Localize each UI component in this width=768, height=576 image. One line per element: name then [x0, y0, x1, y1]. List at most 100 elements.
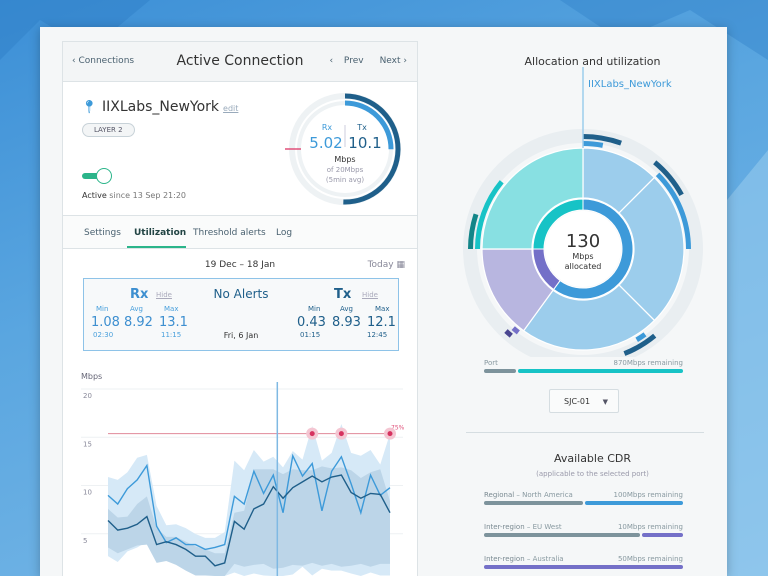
remaining-segment	[584, 501, 683, 505]
gauge-rx-value: 5.02	[309, 134, 342, 152]
cdr-label: Inter-region – EU West	[484, 523, 562, 531]
gauge-rx-label: Rx	[322, 123, 333, 132]
rx-avg-value: 8.92	[124, 315, 153, 330]
gauge-period: (5min avg)	[326, 176, 364, 184]
peak-utilization-arc	[623, 333, 657, 356]
cdr-bar: Inter-region – Australia 50Mbps remaining	[484, 555, 683, 569]
utilization-arc	[475, 180, 504, 249]
rx-max-value: 13.1	[159, 315, 188, 330]
today-button[interactable]: Today ▦	[368, 260, 405, 270]
tx-title: Tx	[334, 287, 352, 302]
threshold-label: 75%	[391, 425, 405, 432]
port-label: Port	[484, 359, 498, 367]
allocation-group-ring[interactable]	[532, 198, 584, 250]
tx-avg-value: 8.93	[332, 315, 361, 330]
next-label: Next	[379, 56, 401, 66]
peak-utilization-arc	[504, 329, 513, 338]
chart-tooltip: Rx Hide Min Avg Max 1.08 8.92 13.1 02:30…	[83, 278, 399, 351]
prev-label: Prev	[343, 56, 364, 66]
next-button[interactable]: Next ›	[379, 56, 407, 66]
active-toggle[interactable]	[82, 168, 114, 184]
alert-point[interactable]	[338, 431, 344, 437]
page-title: Active Connection	[176, 53, 304, 69]
cdr-type: Inter-region	[484, 523, 525, 531]
utilization-arc	[583, 141, 604, 148]
y-tick-label: 10	[83, 489, 92, 497]
cdr-label: Regional – North America	[484, 491, 573, 499]
peak-utilization-arc	[653, 160, 684, 197]
prev-button[interactable]: ‹ Prev	[329, 56, 364, 66]
tab-settings[interactable]: Settings	[84, 228, 121, 238]
connection-panel: ‹ Connections Active Connection ‹ Prev Ne…	[62, 41, 418, 576]
cdr-type: Inter-region	[484, 555, 525, 563]
caret-down-icon: ▼	[602, 398, 608, 406]
connection-summary: 📍︎ IIXLabs_NewYork edit LAYER 2 Active si…	[63, 82, 417, 216]
alert-point[interactable]	[309, 431, 315, 437]
remaining-segment	[641, 533, 683, 537]
y-tick-label: 20	[83, 392, 92, 400]
cdr-type: Regional	[484, 491, 515, 499]
cdr-region: North America	[522, 491, 573, 499]
gauge-tx-label: Tx	[356, 123, 367, 132]
alerts-status: No Alerts	[213, 287, 269, 301]
location-pin-icon: 📍︎	[81, 100, 98, 115]
allocation-slice[interactable]	[522, 284, 656, 351]
panel-header: ‹ Connections Active Connection ‹ Prev Ne…	[63, 42, 417, 82]
alert-point[interactable]	[387, 431, 393, 437]
allocation-slice[interactable]	[481, 147, 584, 250]
used-segment	[484, 533, 640, 537]
tx-hide-link[interactable]: Hide	[362, 291, 378, 299]
tx-line	[107, 474, 391, 567]
utilization-chart[interactable]: 5 10 15 20 75%	[63, 382, 419, 576]
tab-bar: Settings Utilization Threshold alerts Lo…	[63, 216, 417, 249]
cdr-remaining: 50Mbps remaining	[617, 555, 683, 563]
cdr-title: Available CDR	[553, 452, 632, 465]
cdr-bar: Regional – North America 100Mbps remainin…	[484, 491, 683, 505]
tx-min-time: 01:15	[300, 331, 321, 339]
date-range[interactable]: 19 Dec – 18 Jan	[204, 260, 276, 270]
utilization-arc	[635, 332, 647, 342]
remaining-segment	[517, 369, 683, 373]
cdr-remaining: 100Mbps remaining	[613, 491, 683, 499]
cdr-bar: Inter-region – EU West 10Mbps remaining	[484, 523, 683, 537]
gauge-tx-value: 10.1	[348, 134, 381, 152]
cdr-region: Australia	[532, 555, 564, 563]
rx-min-time: 02:30	[93, 331, 114, 339]
active-status: Active since 13 Sep 21:20	[82, 191, 186, 200]
cdr-region: EU West	[532, 523, 562, 531]
tab-utilization[interactable]: Utilization	[134, 228, 187, 238]
tab-log[interactable]: Log	[276, 228, 293, 238]
allocation-unit: Mbps	[572, 252, 593, 261]
gauge-capacity: of 20Mbps	[327, 166, 364, 174]
port-select-value: SJC-01	[564, 397, 591, 406]
port-select[interactable]: SJC-01 ▼	[549, 389, 619, 413]
gauge-unit: Mbps	[334, 155, 355, 164]
port-bar: Port 870Mbps remaining	[484, 359, 683, 373]
remaining-segment	[484, 565, 683, 569]
allocation-title: Allocation and utilization	[524, 55, 661, 68]
edit-link[interactable]: edit	[223, 104, 239, 113]
rx-arc	[344, 100, 394, 150]
used-segment	[484, 501, 583, 505]
port-remaining: 870Mbps remaining	[613, 359, 683, 367]
rx-min-value: 1.08	[91, 315, 120, 330]
divider	[466, 432, 704, 433]
back-to-connections-link[interactable]: ‹ Connections	[72, 56, 135, 66]
calendar-icon: ▦	[396, 260, 405, 270]
y-tick-label: 5	[83, 537, 87, 545]
cdr-subtitle: (applicable to the selected port)	[536, 470, 649, 478]
allocation-slice[interactable]	[618, 176, 685, 322]
y-axis-label: Mbps	[81, 372, 103, 381]
cdr-remaining: 10Mbps remaining	[617, 523, 683, 531]
rx-line	[107, 453, 391, 551]
rx-hide-link[interactable]: Hide	[156, 291, 172, 299]
tooltip-date: Fri, 6 Jan	[223, 331, 259, 340]
tx-min-label: Min	[308, 305, 321, 313]
allocation-total: 130	[566, 231, 600, 252]
today-label: Today	[367, 260, 394, 270]
peak-utilization-arc	[583, 134, 622, 146]
allocation-sub: allocated	[565, 262, 602, 271]
tab-threshold-alerts[interactable]: Threshold alerts	[193, 228, 266, 238]
active-tab-indicator	[127, 246, 186, 248]
